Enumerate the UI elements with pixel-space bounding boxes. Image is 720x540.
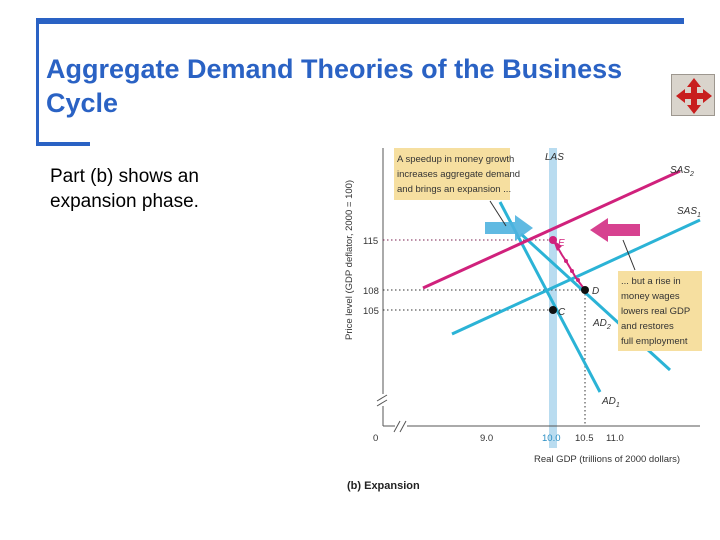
annotation-right-line-4: and restores: [621, 321, 674, 332]
expansion-figure: A speedup in money growth increases aggr…: [340, 144, 710, 500]
x-tick-11: 11.0: [606, 433, 624, 444]
sas-shift-arrow: [590, 218, 640, 242]
move-arrows-button[interactable]: [671, 74, 715, 116]
x-axis-break: [393, 420, 407, 433]
ad-shift-arrow: [485, 215, 533, 241]
figure-caption: (b) Expansion: [347, 480, 420, 492]
point-d: [581, 286, 589, 294]
x-tick-9: 9.0: [480, 433, 493, 444]
frame-top-bar: [36, 18, 684, 24]
annotation-right-box: [618, 271, 702, 351]
x-tick-10-5: 10.5: [575, 433, 594, 444]
sas2-curve: [422, 169, 681, 290]
slide-title: Aggregate Demand Theories of the Busines…: [46, 54, 623, 118]
las-curve: [549, 148, 557, 448]
x-axis-label: Real GDP (trillions of 2000 dollars): [534, 454, 680, 465]
y-tick-105: 105: [363, 306, 379, 317]
las-label: LAS: [545, 152, 564, 163]
move-arrows-icon: [676, 78, 712, 114]
annotation-top-line-2: increases aggregate demand: [397, 169, 520, 180]
sas1-label: SAS1: [677, 206, 701, 219]
point-c-label: C: [558, 307, 566, 318]
annotation-top-line-3: and brings an expansion ...: [397, 184, 511, 195]
frame-bottom-bar: [36, 142, 90, 146]
sas2-label: SAS2: [670, 165, 694, 178]
annotation-right-line-1: ... but a rise in: [621, 276, 681, 287]
x-tick-10: 10.0: [542, 433, 561, 444]
annotation-right-leader: [622, 239, 636, 271]
point-e: [549, 236, 557, 244]
point-c: [549, 306, 557, 314]
frame-left-bar: [36, 18, 39, 146]
ad-as-chart: A speedup in money growth increases aggr…: [344, 148, 702, 465]
annotation-right-line-5: full employment: [621, 336, 688, 347]
annotation-top-line-1: A speedup in money growth: [397, 154, 514, 165]
annotation-top-leader: [489, 200, 507, 227]
point-d-label: D: [592, 286, 599, 297]
ad1-label: AD1: [601, 396, 620, 409]
ad2-label: AD2: [592, 318, 611, 331]
point-e-label: E: [558, 238, 565, 249]
x-tick-0: 0: [373, 433, 378, 444]
y-tick-115: 115: [363, 236, 378, 247]
slide-body-text: Part (b) shows an expansion phase.: [50, 166, 199, 212]
y-tick-108: 108: [363, 286, 379, 297]
y-axis-break: [376, 394, 388, 407]
y-axis-label: Price level (GDP deflator, 2000 = 100): [344, 180, 355, 340]
annotation-right-line-2: money wages: [621, 291, 680, 302]
annotation-right-line-3: lowers real GDP: [621, 306, 690, 317]
annotation-top-box: [394, 148, 510, 200]
